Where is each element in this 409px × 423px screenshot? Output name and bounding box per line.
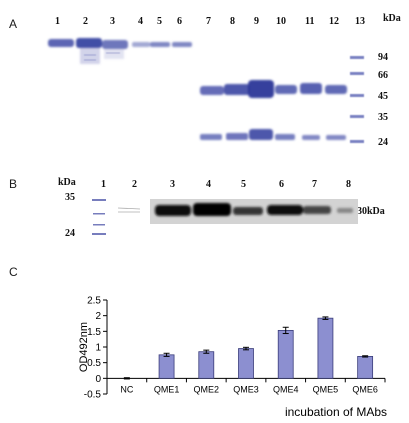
gel-band [248,80,274,98]
y-tick-label: -0.5 [84,390,102,401]
panel-a-lane-label: 11 [305,16,315,27]
panel-a-lane-label: 7 [206,16,211,27]
blot-band [155,205,191,216]
panel-a-letter: A [9,17,18,31]
panel-a-kda-label: kDa [383,13,401,24]
panel-b-lane-label: 2 [132,179,137,190]
y-tick-label: 2.5 [87,296,101,307]
panel-a-marker-label: 94 [378,52,388,63]
panel-b-marker-label: 24 [65,228,75,239]
gel-band [200,86,224,95]
panel-b-lane-label: 6 [279,179,284,190]
blot-band [193,203,231,216]
panel-b-lane-label: 1 [101,179,106,190]
blot-marker-band [93,224,105,226]
gel-band [200,134,222,140]
blot-band [233,207,263,215]
chart-bar [317,317,334,379]
x-tick-label: QME4 [273,384,299,394]
blot-band [337,208,353,213]
x-axis-label: incubation of MAbs [285,405,387,419]
gel-band [326,135,346,140]
marker-band [350,140,364,143]
panel-a-lane-label: 1 [55,16,60,27]
panel-c-letter: C [9,265,18,279]
marker-band [350,115,364,118]
chart-bar [198,351,215,379]
panel-b-band-label: 30kDa [357,206,385,217]
panel-a-marker-label: 66 [378,70,388,81]
panel-a-marker-label: 45 [378,91,388,102]
y-tick-label: 0 [95,374,101,385]
gel-band [249,129,273,140]
x-tick-label: NC [120,384,133,394]
marker-band [350,94,364,97]
x-tick-label: QME5 [313,384,339,394]
x-tick-label: QME3 [233,384,259,394]
panel-b-letter: B [9,177,18,191]
panel-b-lane-label: 5 [241,179,246,190]
marker-band [350,56,364,59]
panel-a-lane-label: 13 [355,16,365,27]
y-tick-label: 1 [95,343,101,354]
gel-band [226,133,248,140]
y-tick-label: 2 [95,311,101,322]
gel-band [150,42,170,47]
x-tick-label: QME2 [194,384,220,394]
y-axis-label: OD492nm [78,322,90,372]
panel-b-lane-label: 3 [170,179,175,190]
x-tick-label: QME6 [352,384,378,394]
panel-a-lane-label: 8 [230,16,235,27]
marker-band [350,72,364,75]
blot-band [303,206,331,214]
blot-marker-band [93,213,105,215]
y-tick-label: 1.5 [87,327,101,338]
gel-band [275,134,295,140]
panel-b-lane-label: 8 [346,179,351,190]
x-tick-label: QME1 [154,384,180,394]
gel-band [275,85,297,94]
panel-b-kda-label: kDa [58,177,76,188]
gel-smear [104,49,124,59]
gel-band [302,135,320,140]
chart-bar [238,348,254,379]
panel-a-lane-label: 9 [254,16,259,27]
blot-marker-band [92,233,106,235]
chart-bar [277,329,294,379]
panel-a-lane-label: 2 [83,16,88,27]
gel-band [325,85,347,94]
panel-b-marker-label: 35 [65,192,75,203]
panel-a-lane-label: 12 [329,16,339,27]
gel-band [172,42,192,47]
gel-band [300,83,322,94]
y-tick-label: 0.5 [87,358,101,369]
gel-band [224,84,250,95]
blot-band [267,205,303,215]
panel-a-lane-label: 5 [157,16,162,27]
panel-b-lane-label: 7 [312,179,317,190]
panel-a-lane-label: 10 [276,16,286,27]
chart-bar [158,354,175,379]
gel-band [48,39,74,47]
blot-marker-band [92,199,106,201]
panel-b-lane-label: 4 [206,179,211,190]
panel-a-marker-label: 35 [378,112,388,123]
panel-a-lane-label: 4 [138,16,143,27]
chart-bar [357,355,374,379]
gel-band [76,38,102,48]
panel-a-marker-label: 24 [378,137,388,148]
panel-a-lane-label: 6 [177,16,182,27]
gel-band [132,42,150,47]
panel-a-lane-label: 3 [110,16,115,27]
gel-band [102,40,128,49]
